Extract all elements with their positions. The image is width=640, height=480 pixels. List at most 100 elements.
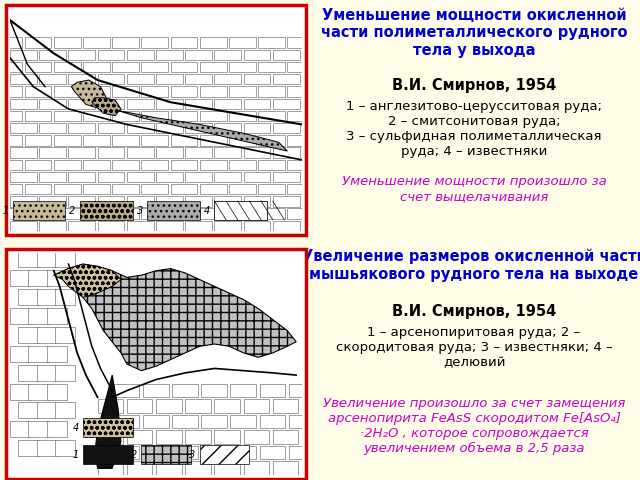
Bar xyxy=(244,461,269,475)
Bar xyxy=(0,172,8,182)
Bar xyxy=(141,233,168,243)
Bar xyxy=(171,159,198,170)
Bar xyxy=(0,135,22,145)
Bar xyxy=(287,159,314,170)
Bar xyxy=(229,86,256,96)
Polygon shape xyxy=(54,264,121,298)
Bar xyxy=(375,111,402,121)
Bar xyxy=(0,37,22,48)
Bar xyxy=(273,172,300,182)
Bar xyxy=(185,461,211,475)
Bar xyxy=(332,221,358,231)
Bar xyxy=(83,184,110,194)
Bar xyxy=(390,461,415,475)
Text: Увеличение произошло за счет замещения
арсенопирита FeAsS скородитом Fe[AsO₄]
·2: Увеличение произошло за счет замещения а… xyxy=(323,397,625,455)
Text: 1: 1 xyxy=(72,450,79,459)
Bar xyxy=(185,123,212,133)
Bar xyxy=(332,461,357,475)
Bar xyxy=(419,430,445,444)
Bar xyxy=(24,62,51,72)
Bar xyxy=(346,37,372,48)
Text: В.И. Смирнов, 1954: В.И. Смирнов, 1954 xyxy=(392,304,556,319)
Bar xyxy=(172,415,198,428)
Bar xyxy=(200,445,250,464)
Bar xyxy=(98,147,124,158)
Bar xyxy=(0,208,22,219)
Bar xyxy=(287,135,314,145)
Bar xyxy=(317,208,344,219)
Bar xyxy=(98,172,124,182)
Bar xyxy=(127,461,152,475)
Bar xyxy=(258,86,285,96)
Bar xyxy=(317,37,344,48)
Bar xyxy=(55,440,76,456)
Bar xyxy=(200,208,227,219)
Bar xyxy=(302,74,329,84)
Bar xyxy=(141,37,168,48)
Bar xyxy=(419,399,445,413)
Bar xyxy=(230,384,256,397)
Bar xyxy=(36,289,57,305)
Bar xyxy=(98,74,124,84)
Bar xyxy=(214,50,241,60)
Bar xyxy=(273,98,300,109)
Bar xyxy=(0,111,22,121)
Bar xyxy=(375,86,402,96)
Bar xyxy=(112,37,139,48)
Bar xyxy=(287,208,314,219)
Bar xyxy=(317,135,344,145)
Bar xyxy=(346,184,372,194)
Bar xyxy=(98,123,124,133)
Bar xyxy=(47,421,67,437)
Bar xyxy=(18,289,38,305)
Bar xyxy=(143,415,168,428)
Bar xyxy=(36,440,57,456)
Bar xyxy=(346,159,372,170)
Bar xyxy=(318,446,344,459)
Bar xyxy=(201,446,227,459)
Bar xyxy=(332,147,358,158)
Bar xyxy=(68,172,95,182)
Bar xyxy=(39,98,66,109)
Bar xyxy=(244,245,271,255)
Bar xyxy=(229,159,256,170)
Bar xyxy=(54,159,81,170)
Bar xyxy=(332,50,358,60)
Bar xyxy=(200,233,227,243)
Bar xyxy=(258,111,285,121)
Polygon shape xyxy=(71,80,106,109)
Bar xyxy=(244,196,271,206)
Bar xyxy=(68,98,95,109)
Bar xyxy=(360,50,387,60)
Bar xyxy=(24,37,51,48)
Bar xyxy=(18,365,38,381)
Bar xyxy=(214,221,241,231)
Bar xyxy=(39,196,66,206)
Bar xyxy=(98,430,124,444)
Bar xyxy=(112,86,139,96)
Bar xyxy=(185,196,212,206)
Bar xyxy=(83,135,110,145)
Bar xyxy=(346,62,372,72)
Bar xyxy=(360,98,387,109)
Bar xyxy=(24,208,51,219)
Bar xyxy=(318,415,344,428)
Bar xyxy=(419,461,445,475)
Bar xyxy=(83,37,110,48)
Bar xyxy=(348,415,373,428)
Bar xyxy=(229,111,256,121)
Bar xyxy=(141,184,168,194)
Bar xyxy=(244,74,271,84)
Bar xyxy=(346,208,372,219)
Bar xyxy=(10,346,31,362)
Bar xyxy=(156,147,183,158)
Bar xyxy=(68,147,95,158)
Bar xyxy=(39,245,66,255)
Bar xyxy=(360,221,387,231)
Bar xyxy=(376,415,402,428)
Bar xyxy=(171,233,198,243)
Bar xyxy=(360,430,386,444)
Bar xyxy=(302,399,328,413)
Bar xyxy=(0,123,8,133)
Text: 1 – арсенопиритовая руда; 2 –
скородитовая руда; 3 – известняки; 4 –
делювий: 1 – арсенопиритовая руда; 2 – скородитов… xyxy=(336,326,612,369)
